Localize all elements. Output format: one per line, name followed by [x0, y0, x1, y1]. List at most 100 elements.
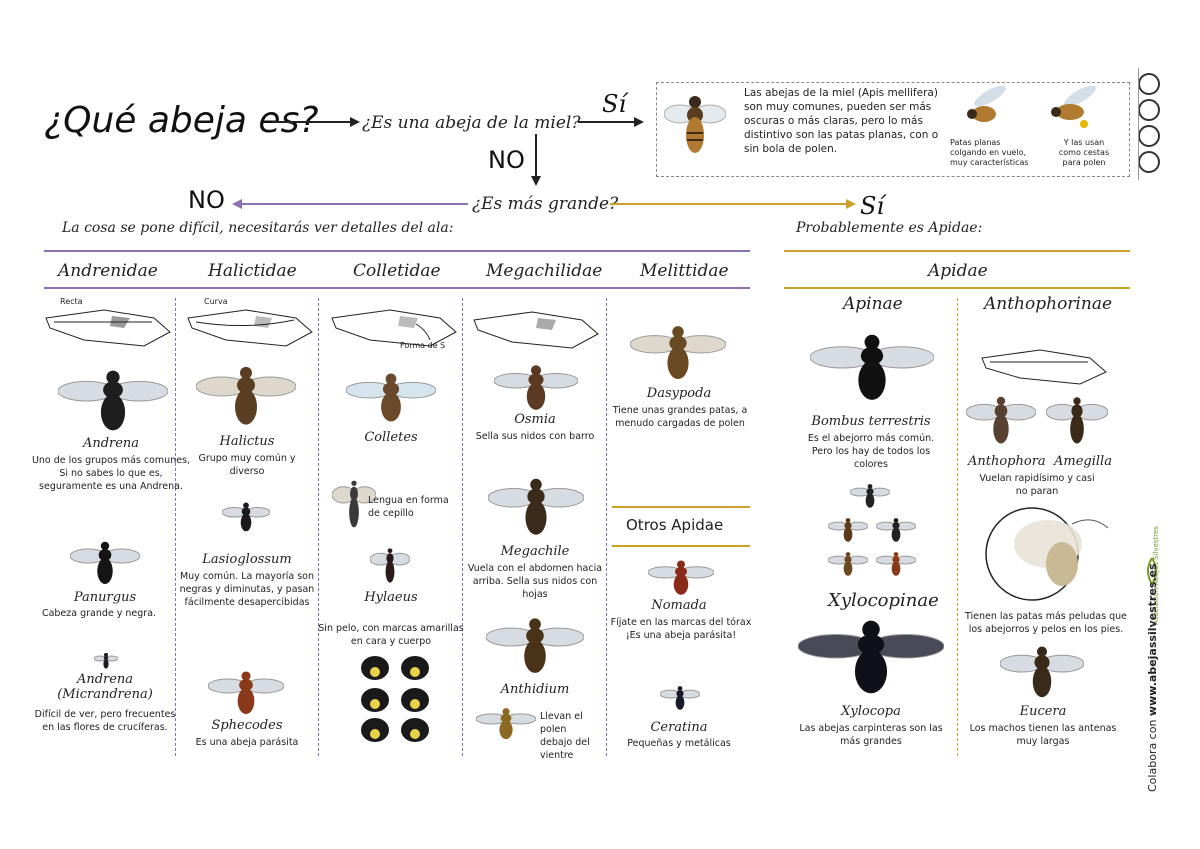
- family-halictidae: Halictidae: [208, 261, 297, 281]
- wing-label-forma-s: Forma de S: [400, 341, 446, 350]
- desc-micrandrena: Difícil de ver, pero frecuentes en las f…: [34, 709, 176, 733]
- ceratina-illustration: [660, 686, 700, 710]
- arrow-down-icon: [531, 134, 541, 186]
- honeybee-pollen-icon: [1051, 85, 1096, 128]
- honeybee-flying-icon: [967, 85, 1006, 122]
- genus-hylaeus: Hylaeus: [364, 590, 418, 605]
- genus-nomada: Nomada: [651, 598, 707, 613]
- honey-bee-text: Las abejas de la miel (Apis mellifera) s…: [744, 87, 939, 155]
- family-andrenidae: Andrenidae: [58, 261, 158, 281]
- question-bigger: ¿Es más grande?: [472, 194, 619, 214]
- genus-xylocopa: Xylocopa: [841, 704, 901, 719]
- genus-micrandrena: Andrena (Micrandrena): [57, 672, 153, 702]
- bombus-small-2-illustration: [828, 518, 868, 542]
- desc-sphecodes: Es una abeja parásita: [195, 737, 299, 748]
- genus-dasypoda: Dasypoda: [646, 386, 712, 401]
- genus-colletes: Colletes: [364, 430, 418, 445]
- desc-andrena: Uno de los grupos más comunes, Si no sab…: [31, 455, 191, 492]
- column-separator: [462, 298, 463, 756]
- hylaeus-face-illustration: [361, 718, 389, 742]
- arrow-right-icon: [272, 117, 360, 127]
- left-note: La cosa se pone difícil, necesitarás ver…: [62, 220, 454, 236]
- magnifier-illustration: [985, 507, 1109, 601]
- question-honey: ¿Es una abeja de la miel?: [362, 113, 581, 133]
- wing-megachilidae-icon: [473, 311, 599, 349]
- genus-andrena: Andrena: [82, 436, 140, 451]
- divider: [44, 287, 750, 289]
- andrena-illustration: [58, 370, 168, 431]
- desc-xylocopa: Las abejas carpinteras son las más grand…: [799, 723, 943, 747]
- bombus-small-5-illustration: [876, 552, 916, 576]
- hylaeus-face-illustration: [401, 656, 429, 680]
- desc-eucera: Los machos tienen las antenas muy largas: [969, 723, 1117, 747]
- column-separator: [606, 298, 607, 756]
- genus-anthophora: Anthophora: [968, 454, 1046, 469]
- desc-osmia: Sella sus nidos con barro: [475, 431, 595, 442]
- desc-lasioglossum: Muy común. La mayoría son negras y dimin…: [179, 571, 315, 608]
- desc-halictus: Grupo muy común y diverso: [198, 453, 296, 477]
- hylaeus-face-illustration: [361, 656, 389, 680]
- nomada-illustration: [648, 560, 714, 595]
- desc-megachile: Vuela con el abdomen hacia arriba. Sella…: [467, 563, 603, 600]
- page-title: ¿Qué abeja es?: [44, 100, 319, 141]
- genus-eucera: Eucera: [1019, 704, 1067, 719]
- desc-panurgus: Cabeza grande y negra.: [41, 608, 157, 619]
- xylocopa-illustration: [798, 620, 944, 694]
- column-separator: [957, 298, 958, 756]
- divider: [1138, 68, 1139, 180]
- arrow-right-icon: [610, 199, 856, 209]
- genus-megachile: Megachile: [500, 544, 570, 559]
- desc-ceratina: Pequeñas y metálicas: [627, 738, 731, 749]
- family-otros-apidae: Otros Apidae: [626, 516, 724, 534]
- desc-anthidium: Llevan el polen debajo del vientre: [540, 711, 590, 761]
- bombus-illustration: [810, 334, 934, 400]
- genus-lasioglossum: Lasioglossum: [202, 552, 292, 567]
- divider: [44, 250, 750, 252]
- column-separator: [318, 298, 319, 756]
- arrow-left-icon: [232, 199, 468, 209]
- honey-caption-1: Patas planas colgando en vuelo, muy cara…: [950, 138, 1029, 167]
- megachile-illustration: [488, 478, 584, 535]
- wing-label-recta: Recta: [60, 297, 83, 306]
- amegilla-illustration: [1046, 397, 1108, 444]
- subfamily-apinae: Apinae: [843, 294, 903, 314]
- genus-amegilla: Amegilla: [1054, 454, 1112, 469]
- honeybee-illustration: [664, 96, 726, 153]
- url[interactable]: www.abejassilvestres.es: [1146, 563, 1159, 717]
- subfamily-anthophorinae: Anthophorinae: [984, 294, 1113, 314]
- website-link[interactable]: Colabora con www.abejassilvestres.es: [1146, 563, 1159, 792]
- hylaeus-face-illustration: [361, 688, 389, 712]
- halictus-illustration: [196, 366, 296, 425]
- divider: [784, 287, 1130, 289]
- eucera-illustration: [1000, 646, 1084, 698]
- genus-ceratina: Ceratina: [650, 720, 708, 735]
- wing-andrenidae-icon: [45, 309, 171, 347]
- column-separator: [175, 298, 176, 756]
- divider: [612, 545, 750, 547]
- sphecodes-illustration: [208, 671, 284, 714]
- hylaeus-face-illustration: [401, 688, 429, 712]
- subfamily-xylocopinae: Xylocopinae: [828, 590, 939, 611]
- family-colletidae: Colletidae: [353, 261, 441, 281]
- desc-hylaeus: Sin pelo, con marcas amarillas en cara y…: [318, 623, 464, 647]
- family-melittidae: Melittidae: [640, 261, 729, 281]
- genus-osmia: Osmia: [514, 412, 556, 427]
- wing-label-curva: Curva: [204, 297, 228, 306]
- genus-halictus: Halictus: [219, 434, 275, 449]
- divider: [612, 506, 750, 508]
- license-icons: [1138, 73, 1160, 173]
- answer-si-2: Sí: [860, 192, 885, 220]
- wing-halictidae-icon: [187, 309, 313, 347]
- lengua-illustration: [332, 480, 376, 528]
- bombus-small-3-illustration: [876, 518, 916, 542]
- desc-amegilla: Vuelan rapidísimo y casi no paran: [979, 473, 1095, 497]
- genus-bombus: Bombus terrestris: [811, 414, 931, 429]
- honey-bee-box: [656, 82, 1130, 177]
- answer-no-2: NO: [188, 186, 225, 214]
- family-apidae: Apidae: [928, 261, 988, 281]
- bombus-small-4-illustration: [828, 552, 868, 576]
- bombus-small-1-illustration: [850, 484, 890, 508]
- answer-no: NO: [488, 146, 525, 174]
- micrandrena-illustration: [94, 652, 118, 669]
- anthidium-illustration: [486, 618, 584, 673]
